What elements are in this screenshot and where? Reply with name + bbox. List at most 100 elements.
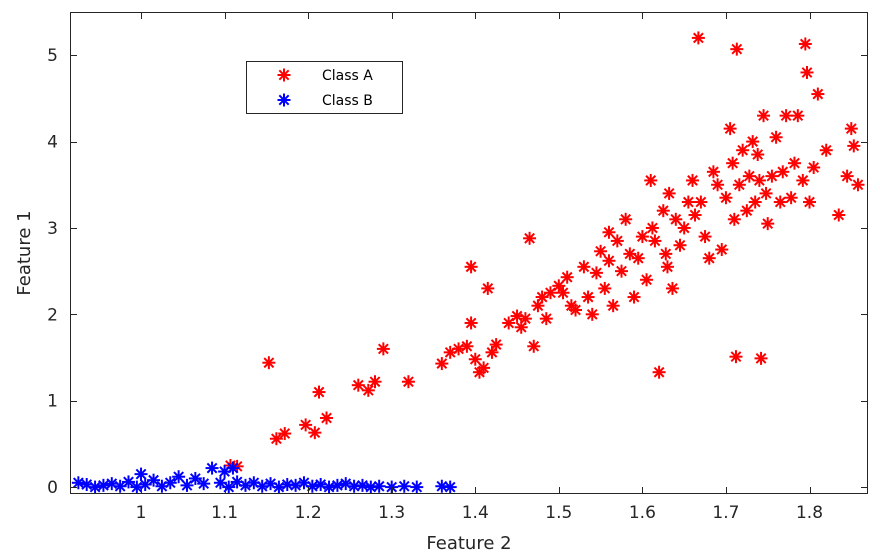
- data-point: [134, 467, 148, 481]
- data-point: [757, 109, 771, 123]
- data-point: [742, 169, 756, 183]
- data-point: [320, 411, 334, 425]
- data-point: [840, 169, 854, 183]
- data-point: [481, 281, 495, 295]
- data-point: [226, 461, 240, 475]
- data-point: [443, 480, 457, 494]
- data-point: [681, 195, 695, 209]
- data-point: [502, 316, 516, 330]
- data-point: [644, 173, 658, 187]
- data-point: [606, 299, 620, 313]
- data-point: [736, 143, 750, 157]
- data-point: [598, 281, 612, 295]
- data-point: [730, 42, 744, 56]
- data-point: [552, 279, 566, 293]
- data-point: [147, 473, 161, 487]
- data-point: [776, 165, 790, 179]
- data-point: [619, 212, 633, 226]
- data-point: [660, 260, 674, 274]
- data-point: [811, 87, 825, 101]
- data-point: [798, 37, 812, 51]
- data-point: [711, 178, 725, 192]
- data-point: [779, 109, 793, 123]
- data-point: [844, 122, 858, 136]
- data-point: [361, 383, 375, 397]
- data-point: [769, 130, 783, 144]
- data-point: [539, 312, 553, 326]
- data-point: [723, 122, 737, 136]
- y-tick-label: 1: [47, 392, 58, 412]
- data-point: [691, 31, 705, 45]
- y-tick-label: 2: [47, 305, 58, 325]
- data-point: [376, 342, 390, 356]
- data-point: [610, 234, 624, 248]
- data-point: [765, 169, 779, 183]
- x-tick-label: 1.1: [211, 503, 238, 523]
- data-point: [368, 375, 382, 389]
- legend-label-class-b: Class B: [322, 93, 373, 109]
- plot-frame: [70, 12, 868, 494]
- data-point: [648, 234, 662, 248]
- data-point: [819, 143, 833, 157]
- data-point: [585, 307, 599, 321]
- data-point: [773, 195, 787, 209]
- data-point: [410, 480, 424, 494]
- data-point: [305, 479, 319, 493]
- data-point: [322, 480, 336, 494]
- data-point: [729, 350, 743, 364]
- data-point: [401, 375, 415, 389]
- data-point: [754, 351, 768, 365]
- data-point: [602, 254, 616, 268]
- data-point: [527, 339, 541, 353]
- data-point: [88, 480, 102, 494]
- data-point: [746, 135, 760, 149]
- data-point: [485, 345, 499, 359]
- legend-box: [246, 61, 403, 114]
- data-point: [172, 470, 186, 484]
- data-point: [751, 148, 765, 162]
- legend: Class A Class B: [246, 61, 403, 114]
- data-point: [569, 303, 583, 317]
- data-point: [847, 139, 861, 153]
- data-point: [452, 342, 466, 356]
- data-point: [702, 251, 716, 265]
- data-point: [686, 173, 700, 187]
- data-point: [577, 260, 591, 274]
- y-axis-label: Feature 1: [14, 210, 35, 295]
- data-point: [464, 260, 478, 274]
- data-point: [581, 290, 595, 304]
- series-class-b: [71, 461, 457, 494]
- data-point: [602, 225, 616, 239]
- series-class-a: [223, 31, 865, 473]
- data-point: [351, 378, 365, 392]
- data-point: [677, 221, 691, 235]
- plot-area: [70, 12, 868, 494]
- data-point: [832, 208, 846, 222]
- data-point: [698, 230, 712, 244]
- x-tick-label: 1.3: [378, 503, 405, 523]
- data-point: [163, 476, 177, 490]
- x-tick-label: 1.5: [545, 503, 572, 523]
- data-point: [468, 352, 482, 366]
- data-point: [385, 480, 399, 494]
- data-point: [727, 212, 741, 226]
- data-point: [719, 191, 733, 205]
- x-axis-label: Feature 2: [426, 533, 511, 554]
- data-point: [715, 243, 729, 257]
- y-tick-label: 0: [47, 478, 58, 498]
- data-point: [477, 361, 491, 375]
- data-point: [308, 426, 322, 440]
- data-point: [560, 270, 574, 284]
- data-point: [665, 281, 679, 295]
- x-tick-label: 1.6: [629, 503, 656, 523]
- data-point: [627, 290, 641, 304]
- legend-marker-class-a: [277, 68, 291, 82]
- data-point: [197, 477, 211, 491]
- data-point: [659, 247, 673, 261]
- data-point: [803, 195, 817, 209]
- data-point: [640, 273, 654, 287]
- data-point: [673, 238, 687, 252]
- data-point: [312, 385, 326, 399]
- data-point: [732, 178, 746, 192]
